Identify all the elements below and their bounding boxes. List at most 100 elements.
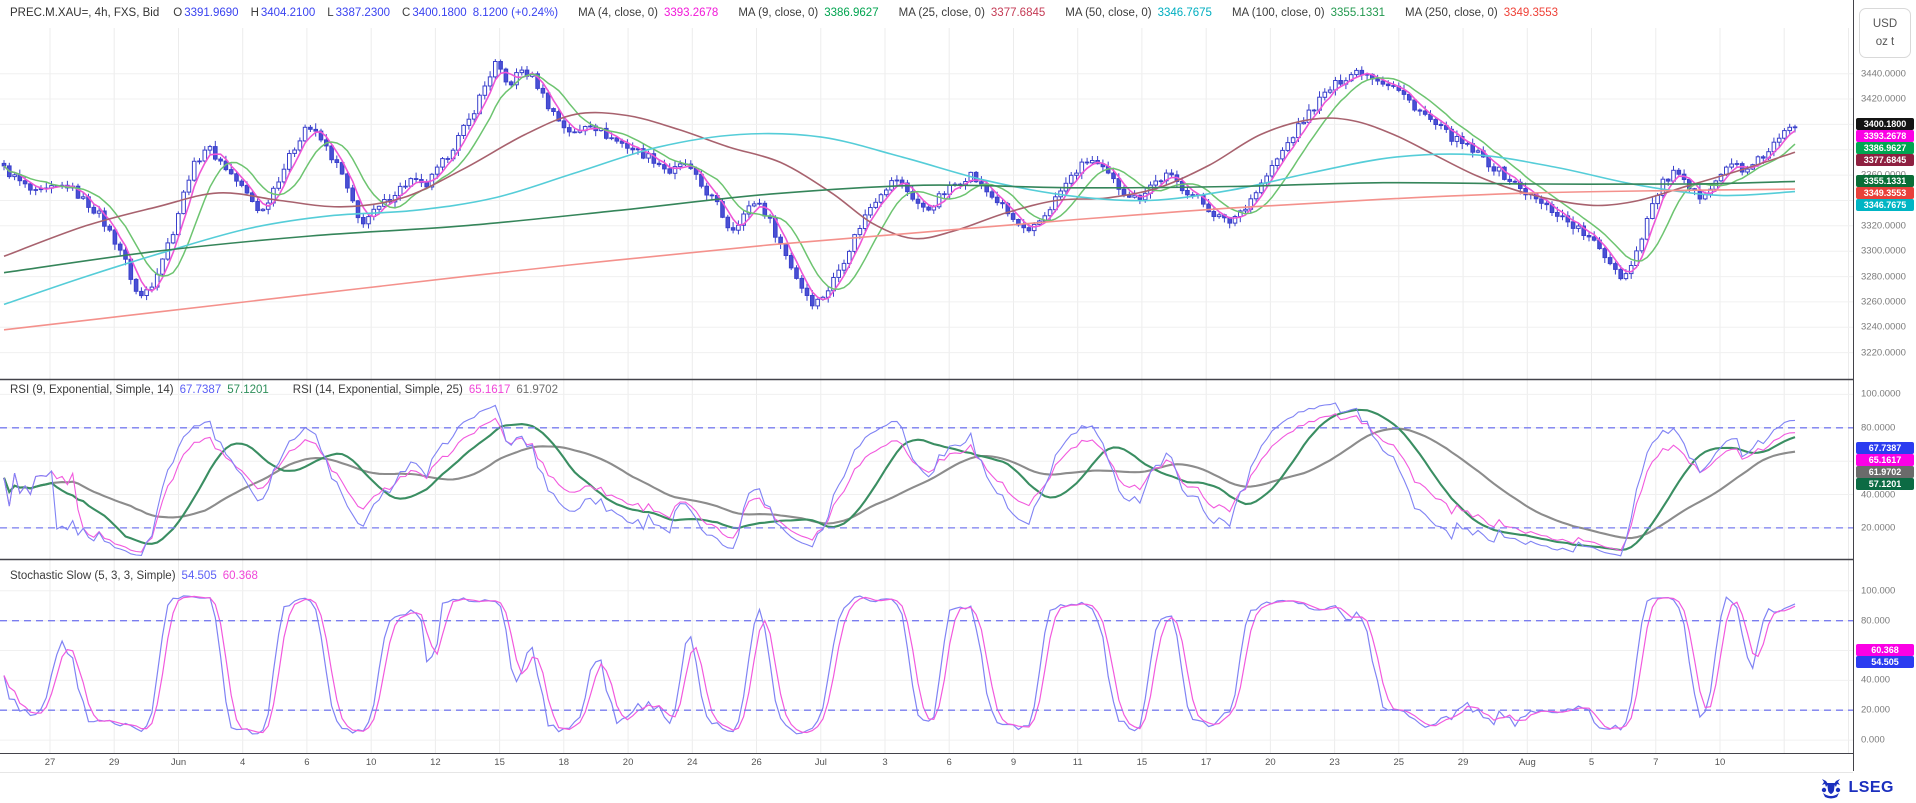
price-tag: 65.1617 [1856, 454, 1914, 467]
axis-tick-label: 3440.0000 [1861, 68, 1906, 80]
axis-tick-label: 3320.0000 [1861, 220, 1906, 232]
lseg-crest-icon [1822, 779, 1841, 799]
x-axis-label: 29 [1457, 757, 1469, 768]
axis-tick-label: 3220.0000 [1861, 347, 1906, 359]
axis-tick-label: 3300.0000 [1861, 245, 1906, 257]
x-axis-label: 25 [1393, 757, 1405, 768]
x-axis-label: 6 [946, 757, 952, 768]
ohlc-value: 3391.9690 [184, 7, 239, 19]
x-axis-label: 9 [1010, 757, 1017, 768]
x-axis-label: Aug [1518, 757, 1536, 768]
price-tag: 3400.1800 [1856, 118, 1914, 131]
x-axis-label: 17 [1200, 757, 1212, 768]
x-axis-label: 7 [1653, 757, 1659, 768]
axis-tick-label: 3280.0000 [1861, 271, 1906, 283]
quantity-unit[interactable]: oz t [1875, 36, 1895, 48]
axis-tick-label: 0.000 [1861, 734, 1885, 746]
price-tag: 60.368 [1856, 644, 1914, 656]
price-tag: 3377.6845 [1856, 154, 1914, 167]
indicator-legend-part: Stochastic Slow (5, 3, 3, Simple) [10, 570, 176, 582]
chart-plot-area[interactable] [0, 0, 1853, 753]
x-axis-label: Jun [170, 757, 187, 768]
x-axis-label: 24 [687, 757, 698, 768]
ma-legend-label: MA (25, close, 0) [898, 7, 985, 19]
x-axis-label: 4 [240, 757, 246, 768]
axis-tick-label: 3240.0000 [1861, 321, 1906, 333]
axis-tick-label: 3420.0000 [1861, 93, 1906, 105]
price-tag: 57.1201 [1856, 478, 1914, 491]
price-tag: 3346.7675 [1856, 199, 1914, 212]
x-axis-label: 15 [494, 757, 505, 768]
price-tag: 3393.2678 [1856, 130, 1914, 143]
ohlc-value: 3387.2300 [335, 7, 391, 19]
x-axis-label: 6 [304, 757, 310, 768]
price-tag: 54.505 [1856, 656, 1914, 668]
indicator-legend-part: RSI (14, Exponential, Simple, 25) [292, 384, 463, 396]
x-axis-label: 20 [1265, 757, 1276, 768]
ma-line-MA50 [3, 132, 1796, 306]
rsi-line-RSI-9 [3, 402, 1796, 557]
rsi-line-RSI-14-avg [3, 427, 1796, 540]
main-chart-legend: PREC.M.XAU=, 4h, FXS, Bid O 3391.9690 H 340… [10, 7, 1558, 19]
x-axis-label: 23 [1329, 757, 1340, 768]
ma-legend-value: 3346.7675 [1157, 7, 1212, 19]
stochastic-legend: Stochastic Slow (5, 3, 3, Simple) 54.505 6… [10, 570, 258, 582]
instrument-title: PREC.M.XAU=, 4h, FXS, Bid [10, 7, 160, 19]
axis-tick-label: 40.0000 [1861, 489, 1896, 500]
ma-legend-value: 3377.6845 [990, 7, 1046, 19]
ma-legend-label: MA (250, close, 0) [1405, 7, 1498, 19]
x-axis-label: Jul [814, 757, 827, 768]
axis-tick-label: 3260.0000 [1861, 296, 1906, 308]
x-axis-label: 26 [751, 757, 762, 768]
ohlc-value: 3404.2100 [260, 7, 316, 19]
x-axis-label: 10 [1714, 757, 1726, 768]
rsi-line-RSI-9-avg [3, 408, 1796, 552]
ma-legend-label: MA (100, close, 0) [1231, 7, 1325, 19]
rsi-line-RSI-14 [3, 413, 1796, 553]
ma-legend-value: 3386.9627 [824, 7, 879, 19]
ohlc-label: C [402, 7, 411, 19]
indicator-legend-part: 65.1617 [468, 384, 511, 396]
ma-line-MA100 [3, 180, 1796, 274]
ohlc-label: H [250, 7, 259, 19]
ma-legend-value: 3355.1331 [1330, 7, 1386, 19]
stoch-line-K [3, 595, 1796, 735]
x-axis-label: 20 [622, 757, 634, 768]
rsi-legend: RSI (9, Exponential, Simple, 14) 67.7387 5… [10, 384, 558, 396]
axis-tick-label: 80.0000 [1861, 422, 1896, 434]
lseg-logo-text: LSEG [1848, 779, 1894, 796]
ma-legend-label: MA (50, close, 0) [1065, 7, 1152, 19]
axis-tick-label: 100.0000 [1861, 388, 1901, 400]
indicator-legend-part: 60.368 [222, 570, 258, 582]
lseg-logo: LSEG [1819, 777, 1894, 799]
ma-legend-label: MA (4, close, 0) [578, 7, 658, 19]
axis-tick-label: 20.0000 [1861, 522, 1896, 534]
ohlc-label: O [173, 7, 183, 19]
indicator-legend-part: 61.9702 [516, 384, 558, 396]
price-axis[interactable]: USD oz t 3440.0000 3420.0000 3360.0000 3320… [1853, 0, 1916, 771]
price-tag: 3386.9627 [1856, 142, 1914, 155]
price-tag: 61.9702 [1856, 466, 1914, 479]
ma-line-MA4 [3, 71, 1796, 301]
ma-legend-value: 3349.3553 [1503, 7, 1559, 19]
currency-unit[interactable]: USD [1872, 18, 1898, 30]
x-axis-label: 15 [1136, 757, 1148, 768]
x-axis-label: 11 [1072, 757, 1083, 768]
ohlc-label: L [327, 7, 334, 19]
x-axis-label: 5 [1588, 757, 1595, 768]
ma-legend-value: 3393.2678 [663, 7, 719, 19]
ma-line-MA250 [3, 188, 1796, 331]
ma-line-MA9 [3, 73, 1796, 290]
time-axis[interactable]: 27 29 Jun 4 6 10 12 15 18 20 24 26 Jul 3 6 9 11 15 17 20 23 2… [0, 753, 1853, 773]
indicator-legend-part: 67.7387 [179, 384, 222, 396]
axis-tick-label: 40.000 [1861, 674, 1891, 686]
axis-unit-selector[interactable]: USD oz t [1859, 8, 1911, 58]
price-tag: 3355.1331 [1856, 175, 1914, 188]
ma-legend-label: MA (9, close, 0) [738, 7, 819, 19]
net-change: 8.1200 (+0.24%) [472, 7, 559, 19]
axis-tick-label: 3360.0000 [1861, 170, 1906, 181]
price-tag: 3349.3553 [1856, 187, 1914, 200]
bottom-bar: LSEG [0, 772, 1916, 803]
x-axis-label: 18 [558, 757, 570, 768]
